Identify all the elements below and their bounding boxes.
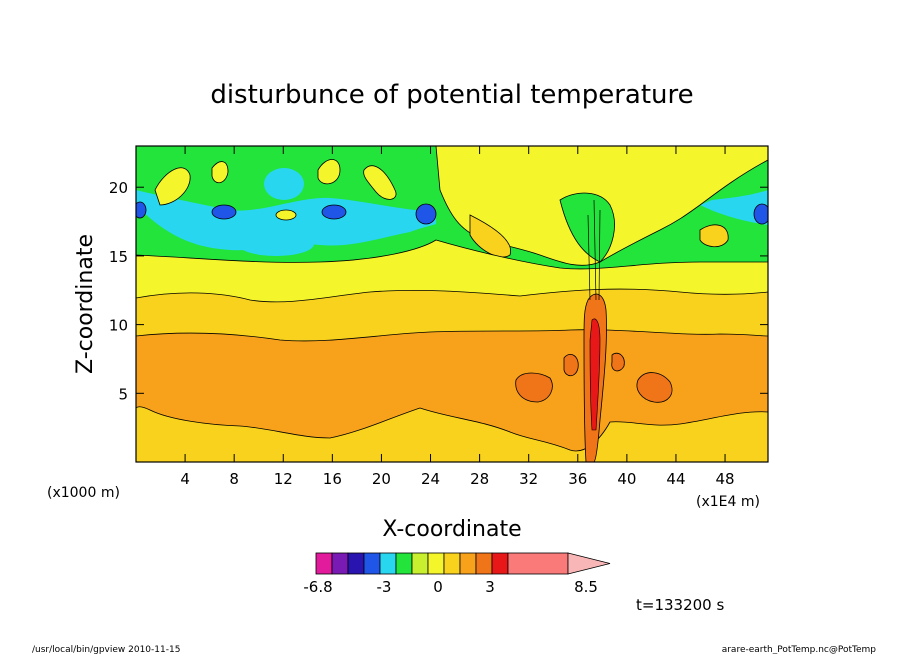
- plot-area: [136, 146, 768, 462]
- y-tick-label: 20: [109, 179, 128, 197]
- colorbar-swatch: [347, 552, 365, 575]
- x-axis: 4 8 12 16 20 24 28 32 36 40 44 48: [180, 146, 735, 488]
- colorbar-swatch: [315, 552, 333, 575]
- colorbar-swatch: [427, 552, 445, 575]
- colorbar-swatch: [507, 552, 569, 575]
- x-unit-label: (x1E4 m): [696, 494, 760, 510]
- x-tick-label: 36: [568, 470, 587, 488]
- footer-left: /usr/local/bin/gpview 2010-11-15: [32, 645, 180, 654]
- contour-green-plume: [559, 192, 615, 263]
- contour-cyan-top: [264, 168, 304, 200]
- colorbar-extension-arrow: [567, 552, 611, 575]
- contour-cyan-blob: [238, 232, 314, 256]
- y-axis-label: Z-coordinate: [73, 234, 98, 374]
- x-tick-label: 8: [229, 470, 239, 488]
- colorbar-swatch: [475, 552, 493, 575]
- colorbar-swatch: [331, 552, 349, 575]
- contour-yellow-blob: [363, 165, 397, 200]
- colorbar-tick-label: 3: [485, 578, 495, 596]
- contour-darkorange-lobe: [515, 372, 553, 403]
- contour-plume-lines: [587, 199, 601, 301]
- contour-darkorange-lobe: [636, 372, 673, 403]
- x-tick-label: 32: [519, 470, 538, 488]
- colorbar-tick-label: 8.5: [574, 578, 598, 596]
- contour-orange-band: [136, 329, 768, 452]
- colorbar-tick-label: 0: [433, 578, 443, 596]
- contour-blue-3: [415, 203, 437, 225]
- colorbar: -6.8 -3 0 3 8.5: [303, 552, 611, 596]
- y-tick-label: 5: [118, 385, 128, 403]
- contour-blue-2: [321, 204, 347, 220]
- x-tick-label: 28: [470, 470, 489, 488]
- x-tick-label: 16: [323, 470, 342, 488]
- colorbar-swatch: [379, 552, 397, 575]
- colorbar-tick-label: -3: [377, 578, 392, 596]
- contour-darkorange-lobe: [563, 354, 579, 377]
- contour-blue-5: [136, 201, 147, 219]
- plot-frame: [135, 145, 769, 463]
- contour-blue-4: [753, 203, 768, 225]
- x-tick-label: 44: [666, 470, 685, 488]
- time-annotation: t=133200 s: [636, 596, 724, 614]
- colorbar-tick-label: -6.8: [303, 578, 332, 596]
- x-tick-label: 12: [274, 470, 293, 488]
- y-tick-label: 10: [109, 317, 128, 335]
- colorbar-swatch: [411, 552, 429, 575]
- contour-orange-small: [699, 224, 729, 248]
- x-tick-label: 4: [180, 470, 190, 488]
- contour-yellow-blob: [317, 159, 341, 185]
- y-unit-label: (x1000 m): [47, 485, 120, 501]
- colorbar-swatch: [443, 552, 461, 575]
- contour-yellow-small: [275, 209, 297, 221]
- footer-right: arare-earth_PotTemp.nc@PotTemp: [722, 645, 877, 654]
- contour-orange-small: [469, 214, 512, 258]
- y-axis: 5 10 15 20: [109, 179, 768, 403]
- x-axis-label: X-coordinate: [382, 517, 521, 542]
- chart-title: disturbunce of potential temperature: [210, 80, 693, 110]
- x-tick-label: 24: [421, 470, 440, 488]
- contour-blue-1: [211, 204, 237, 220]
- contour-darkorange-lobe: [611, 352, 625, 372]
- colorbar-swatch: [459, 552, 477, 575]
- colorbar-swatch: [491, 552, 509, 575]
- contour-plume-core: [589, 318, 601, 431]
- contour-cyan-right: [700, 190, 768, 225]
- x-tick-label: 40: [617, 470, 636, 488]
- x-tick-label: 20: [372, 470, 391, 488]
- x-tick-label: 48: [716, 470, 735, 488]
- colorbar-swatch: [395, 552, 413, 575]
- y-tick-label: 15: [109, 248, 128, 266]
- contour-yellow-blob: [154, 167, 191, 206]
- contour-yellow-blob: [211, 161, 229, 184]
- colorbar-swatch: [363, 552, 381, 575]
